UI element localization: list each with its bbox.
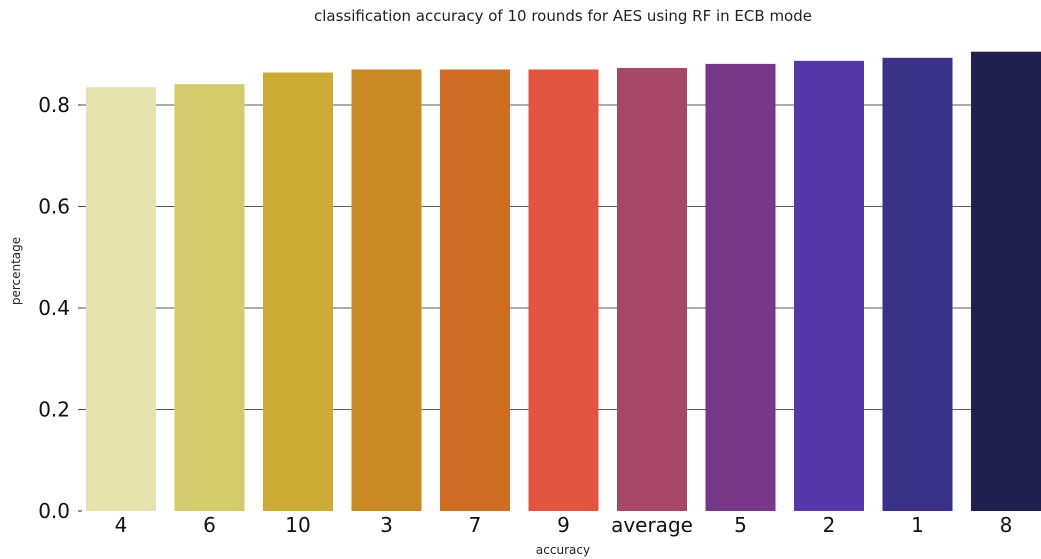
y-axis-ticks: 0.0 0.2 0.4 0.6 0.8 — [38, 93, 82, 523]
x-tick-label: average — [611, 513, 693, 537]
y-tick-label: 0.0 — [38, 499, 70, 523]
bar-7 — [440, 69, 510, 511]
bar-2 — [794, 60, 864, 511]
y-axis-label: percentage — [9, 237, 23, 305]
x-tick-label: 9 — [557, 513, 570, 537]
x-tick-label: 10 — [285, 513, 310, 537]
x-tick-label: 5 — [734, 513, 747, 537]
bar-10 — [263, 72, 333, 512]
bar-3 — [351, 69, 422, 511]
bar-8 — [971, 51, 1041, 512]
bar-9 — [528, 69, 599, 511]
x-axis-label: accuracy — [536, 543, 590, 557]
y-tick-label: 0.4 — [38, 296, 70, 320]
x-tick-label: 6 — [203, 513, 216, 537]
x-tick-label: 4 — [115, 513, 128, 537]
x-tick-label: 3 — [380, 513, 393, 537]
bar-4 — [86, 87, 156, 512]
y-tick-label: 0.8 — [38, 93, 70, 117]
x-tick-label: 1 — [911, 513, 924, 537]
x-tick-label: 8 — [1000, 513, 1013, 537]
bar-6 — [174, 84, 245, 511]
x-tick-label: 2 — [823, 513, 836, 537]
y-tick-label: 0.6 — [38, 195, 70, 219]
x-tick-label: 7 — [469, 513, 482, 537]
chart-title: classification accuracy of 10 rounds for… — [314, 7, 812, 25]
bar-1 — [882, 57, 953, 512]
bar-average — [617, 67, 687, 511]
x-axis-ticks: 4 6 10 3 7 9 average 5 2 1 8 — [115, 513, 1013, 537]
bar-5 — [705, 63, 776, 512]
y-tick-label: 0.2 — [38, 398, 70, 422]
bars — [86, 51, 1041, 512]
